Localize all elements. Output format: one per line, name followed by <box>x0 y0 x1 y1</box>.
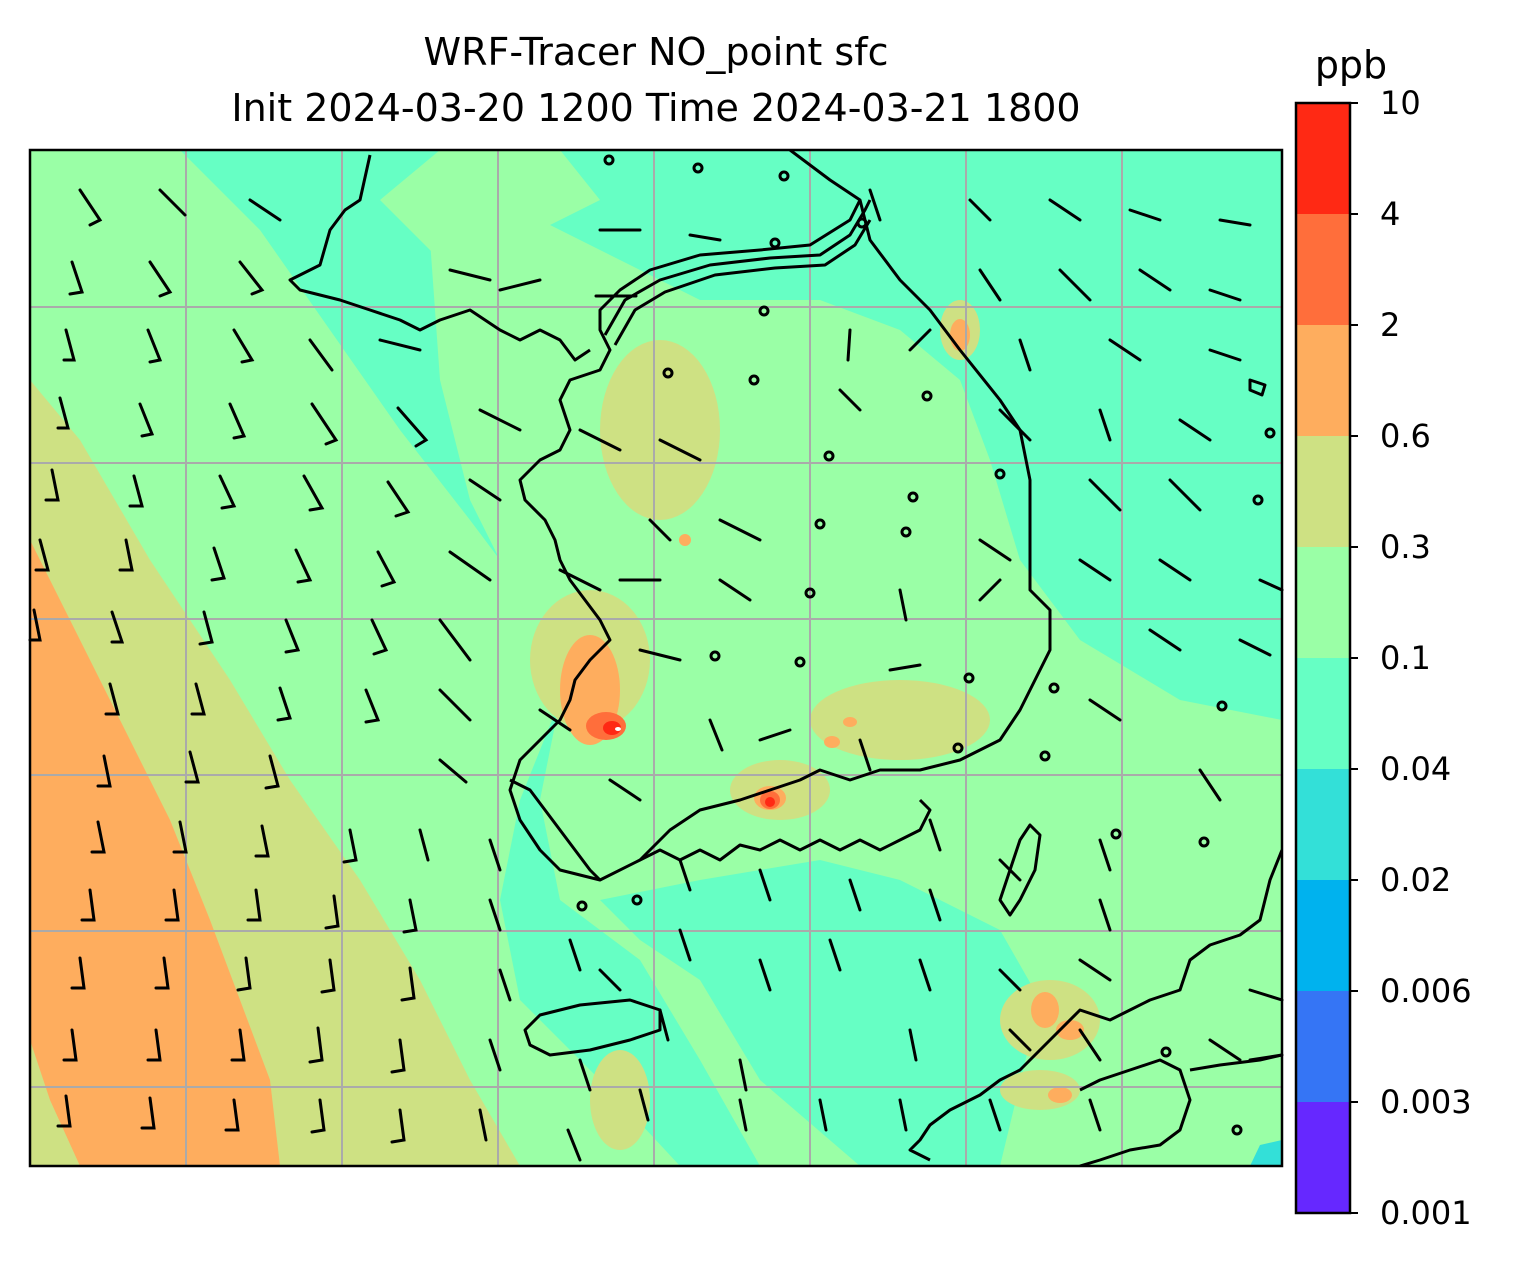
colorbar-tick-label: 0.006 <box>1380 972 1472 1010</box>
wind-barb-col13 <box>1108 208 1242 1062</box>
coastline-islands-west <box>509 778 602 882</box>
colorbar-segment-0.003-0.006 <box>1296 991 1350 1102</box>
coastline-island-jeju <box>523 998 662 1057</box>
colorbar-segment-0.006-0.02 <box>1296 880 1350 991</box>
coastline-peninsula <box>508 150 1052 882</box>
wind-barb-col2 <box>140 198 282 1130</box>
patch-peak <box>615 727 621 731</box>
concentration-field <box>30 150 1282 1166</box>
patch-0.6-2 <box>843 717 857 727</box>
coastline-japan <box>908 849 1282 1162</box>
wind-barb-col14 <box>1208 218 1284 1062</box>
wind-barb-col9 <box>738 328 872 1132</box>
wind-barb-col3 <box>224 338 339 1134</box>
wind-barbs <box>28 188 1284 1162</box>
colorbar-segment-0.001-0.003 <box>1296 1102 1350 1213</box>
wind-barb-col12 <box>1048 198 1122 1132</box>
coastline-peninsula-inner2 <box>613 219 872 346</box>
colorbar-segment-0.6-2 <box>1296 325 1350 436</box>
colorbar-tick-label: 0.1 <box>1380 639 1431 677</box>
coastline-kyushu <box>1079 1058 1192 1166</box>
colorbar-ticks <box>1350 102 1358 1214</box>
patch-0.6-2 <box>1031 992 1059 1028</box>
patch-0.6-2 <box>1048 1087 1072 1103</box>
coastline-south-islands <box>639 798 932 862</box>
coastline-island-small <box>1248 378 1267 397</box>
colorbar-segment-0.3-0.6 <box>1296 436 1350 547</box>
wind-barb-col10 <box>868 188 942 1132</box>
colorbar-tick-label: 0.001 <box>1380 1194 1472 1232</box>
wind-barb-col5 <box>390 268 522 1144</box>
gridlines <box>30 150 1282 1166</box>
colorbar-segment-0.1-0.3 <box>1296 547 1350 658</box>
patch-0.6-2 <box>679 534 691 546</box>
colorbar-tick-label: 4 <box>1380 195 1401 233</box>
colorbar-segment-4-10 <box>1296 103 1350 214</box>
patch-0.3-0.6 <box>590 1050 650 1150</box>
wind-barb-west-column <box>28 188 187 1128</box>
patch-0.3-0.6 <box>810 680 990 760</box>
map-title-line1: WRF-Tracer NO_point sfc <box>423 30 889 74</box>
colorbar-tick-label: 0.6 <box>1380 417 1431 455</box>
colorbar-tick-label: 0.3 <box>1380 528 1431 566</box>
colorbar <box>1294 101 1358 1215</box>
coastline-north-gulf <box>288 154 591 362</box>
patch-0.3-0.6 <box>600 340 720 520</box>
wind-barb-col6 <box>478 278 602 1142</box>
coastlines <box>288 150 1282 1166</box>
calm-wind-markers <box>576 154 1276 1136</box>
colorbar-segment-0.04-0.1 <box>1296 658 1350 769</box>
patch-4-10 <box>765 797 775 807</box>
colorbar-tick-label: 2 <box>1380 306 1401 344</box>
colorbar-segment-0.02-0.04 <box>1296 769 1350 880</box>
coastline-tsushima <box>998 823 1042 917</box>
colorbar-tick-label: 0.04 <box>1380 750 1452 788</box>
colorbar-tick-label: 0.02 <box>1380 861 1452 899</box>
patch-0.02-0.04 <box>1250 1140 1282 1166</box>
field-0.04-0.1-channel <box>600 860 1040 1166</box>
map-title-line2: Init 2024-03-20 1200 Time 2024-03-21 180… <box>231 86 1081 130</box>
map-frame <box>28 148 1284 1168</box>
wind-barb-col11 <box>968 198 1032 1132</box>
patch-0.6-2 <box>824 736 840 748</box>
colorbar-unit-label: ppb <box>1314 43 1388 87</box>
colorbar-tick-label: 10 <box>1380 84 1421 122</box>
colorbar-tick-label: 0.003 <box>1380 1083 1472 1121</box>
field-0.6-2-band <box>30 540 280 1166</box>
colorbar-segment-2-4 <box>1296 214 1350 325</box>
wind-barb-col8 <box>638 233 792 1122</box>
wind-barb-col7 <box>566 228 682 1162</box>
field-0.1-0.3-north <box>380 150 600 260</box>
wind-barb-col4 <box>320 338 429 994</box>
patch-4-10 <box>603 721 621 735</box>
